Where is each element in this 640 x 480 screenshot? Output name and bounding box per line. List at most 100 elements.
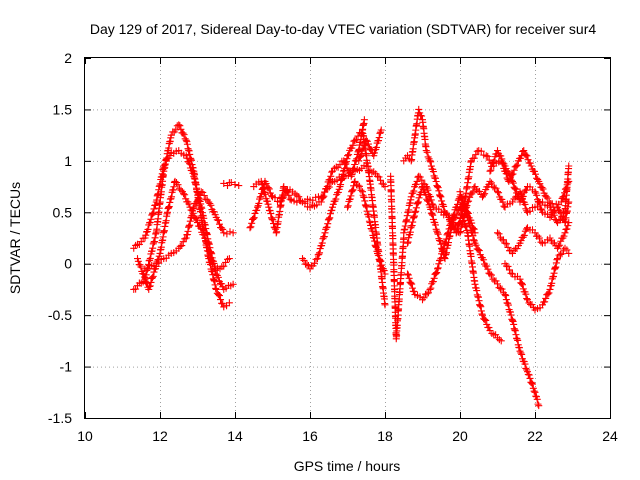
- data-point-marker: [557, 209, 565, 217]
- data-point-marker: [264, 184, 272, 192]
- data-point-marker: [140, 273, 148, 281]
- data-point-marker: [561, 189, 569, 197]
- data-point-marker: [212, 284, 220, 292]
- data-point-marker: [146, 254, 154, 262]
- data-point-marker: [536, 180, 544, 188]
- data-point-marker: [149, 210, 156, 218]
- data-point-marker: [545, 289, 553, 297]
- data-point-marker: [530, 387, 538, 395]
- data-point-marker: [492, 331, 500, 339]
- data-point-marker: [475, 297, 483, 305]
- data-point-marker: [372, 143, 380, 151]
- data-point-marker: [468, 190, 476, 198]
- data-point-marker: [177, 125, 185, 133]
- x-tick-label: 24: [602, 428, 618, 444]
- data-point-marker: [444, 230, 452, 238]
- data-point-marker: [426, 285, 434, 293]
- data-point-marker: [184, 227, 192, 235]
- data-point-marker: [563, 225, 571, 233]
- data-point-marker: [516, 198, 524, 206]
- data-point-marker: [356, 153, 364, 161]
- data-point-marker: [439, 247, 447, 255]
- data-point-marker: [469, 188, 477, 196]
- data-point-marker: [526, 374, 534, 382]
- data-point-marker: [490, 157, 498, 165]
- data-point-marker: [329, 200, 337, 208]
- data-point-marker: [449, 213, 456, 221]
- data-point-marker: [525, 371, 533, 379]
- data-point-marker: [522, 225, 530, 233]
- data-point-marker: [518, 279, 526, 287]
- data-point-marker: [265, 185, 273, 193]
- data-point-marker: [537, 205, 545, 213]
- data-point-marker: [155, 259, 163, 267]
- data-point-marker: [477, 303, 485, 311]
- data-point-marker: [556, 241, 564, 249]
- y-tick-label: -1: [60, 359, 73, 375]
- data-point-marker: [434, 183, 441, 191]
- data-point-marker: [475, 247, 483, 255]
- data-point-marker: [429, 215, 437, 223]
- data-point-marker: [509, 316, 516, 324]
- data-point-marker: [454, 200, 461, 208]
- data-point-marker: [504, 301, 512, 309]
- data-point-marker: [471, 183, 479, 191]
- data-point-marker: [420, 294, 428, 302]
- data-point-marker: [531, 388, 539, 396]
- data-point-marker: [409, 218, 417, 226]
- data-point-marker: [548, 212, 555, 220]
- data-point-marker: [205, 248, 213, 256]
- data-point-marker: [504, 262, 512, 270]
- data-point-marker: [516, 347, 524, 355]
- y-tick-label: 2: [64, 50, 72, 66]
- data-point-marker: [560, 232, 568, 240]
- data-point-marker: [538, 184, 546, 192]
- data-point-marker: [324, 220, 332, 228]
- data-point-marker: [303, 261, 311, 269]
- data-point-marker: [186, 221, 194, 229]
- data-point-marker: [533, 395, 541, 403]
- data-point-marker: [410, 187, 418, 195]
- data-point-marker: [285, 191, 293, 199]
- data-point-marker: [555, 251, 563, 259]
- data-point-marker: [187, 213, 195, 221]
- y-tick-label: -1.5: [48, 410, 72, 426]
- data-point-marker: [150, 238, 158, 246]
- data-point-marker: [522, 151, 530, 159]
- data-point-marker: [137, 263, 145, 271]
- data-point-marker: [489, 275, 497, 283]
- data-point-marker: [468, 229, 476, 237]
- data-point-marker: [189, 205, 197, 213]
- data-point-marker: [481, 190, 489, 198]
- data-point-marker: [225, 299, 233, 307]
- data-point-marker: [404, 271, 412, 279]
- data-point-marker: [494, 229, 501, 237]
- data-point-marker: [254, 203, 261, 211]
- data-point-marker: [554, 255, 561, 263]
- data-point-marker: [522, 290, 530, 298]
- data-point-marker: [498, 285, 506, 293]
- data-point-marker: [319, 193, 327, 201]
- data-point-marker: [430, 274, 438, 282]
- data-point-marker: [261, 189, 269, 197]
- data-point-marker: [345, 151, 353, 159]
- data-point-marker: [189, 169, 197, 177]
- data-point-marker: [271, 194, 279, 202]
- data-point-marker: [442, 235, 450, 243]
- data-point-marker: [427, 284, 435, 292]
- data-point-marker: [414, 199, 422, 207]
- data-point-marker: [194, 219, 201, 227]
- data-point-marker: [517, 349, 525, 357]
- data-point-marker: [564, 179, 572, 187]
- data-point-marker: [218, 224, 226, 232]
- data-point-marker: [379, 265, 387, 273]
- data-point-marker: [318, 239, 326, 247]
- data-point-marker: [353, 136, 360, 144]
- data-point-marker: [326, 176, 334, 184]
- data-point-marker: [522, 186, 530, 194]
- data-point-marker: [528, 301, 536, 309]
- data-point-marker: [286, 195, 294, 203]
- data-point-marker: [356, 182, 363, 190]
- data-point-marker: [222, 258, 230, 266]
- data-point-marker: [251, 209, 259, 217]
